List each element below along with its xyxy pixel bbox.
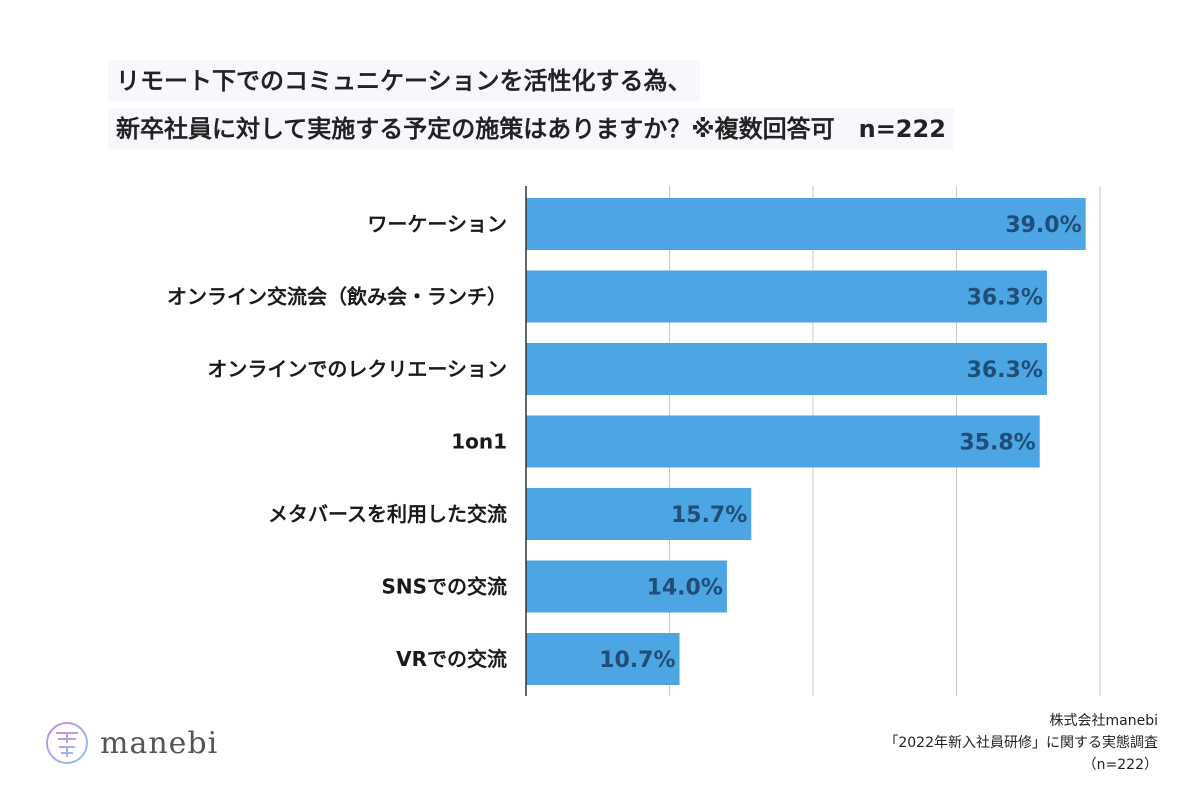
data-label: 36.3% bbox=[967, 286, 1043, 311]
manebi-logo-icon bbox=[46, 722, 88, 764]
bar bbox=[526, 415, 1040, 468]
bar bbox=[526, 198, 1086, 250]
bar bbox=[526, 270, 1047, 323]
manebi-logo-text: manebi bbox=[100, 725, 219, 761]
data-label: 36.3% bbox=[967, 358, 1043, 383]
bar bbox=[526, 633, 680, 685]
bar bbox=[526, 488, 752, 540]
data-label: 14.0% bbox=[647, 576, 723, 601]
source-survey: 「2022年新入社員研修」に関する実態調査 bbox=[884, 735, 1158, 751]
category-label: メタバースを利用した交流 bbox=[268, 502, 507, 526]
chart-title-line-1: リモート下でのコミュニケーションを活性化する為、 bbox=[108, 60, 700, 102]
category-label: SNSでの交流 bbox=[381, 575, 507, 599]
source-note: 株式会社manebi 「2022年新入社員研修」に関する実態調査 （n=222） bbox=[884, 710, 1158, 776]
data-label: 15.7% bbox=[671, 503, 747, 528]
data-label: 10.7% bbox=[599, 648, 675, 673]
source-sample: （n=222） bbox=[1082, 757, 1158, 773]
manebi-logo: manebi bbox=[44, 720, 218, 766]
category-label: VRでの交流 bbox=[396, 647, 507, 671]
category-label: ワーケーション bbox=[367, 212, 507, 236]
chart-title-line-2: 新卒社員に対して実施する予定の施策はありますか？※複数回答可 n=222 bbox=[108, 108, 954, 150]
data-label: 39.0% bbox=[1005, 213, 1081, 238]
category-label: オンライン交流会（飲み会・ランチ） bbox=[167, 285, 507, 309]
category-label: オンラインでのレクリエーション bbox=[207, 357, 507, 381]
source-company: 株式会社manebi bbox=[1049, 713, 1158, 729]
bar bbox=[526, 343, 1047, 395]
bar bbox=[526, 560, 727, 613]
data-label: 35.8% bbox=[959, 431, 1035, 456]
category-label: 1on1 bbox=[451, 430, 507, 454]
